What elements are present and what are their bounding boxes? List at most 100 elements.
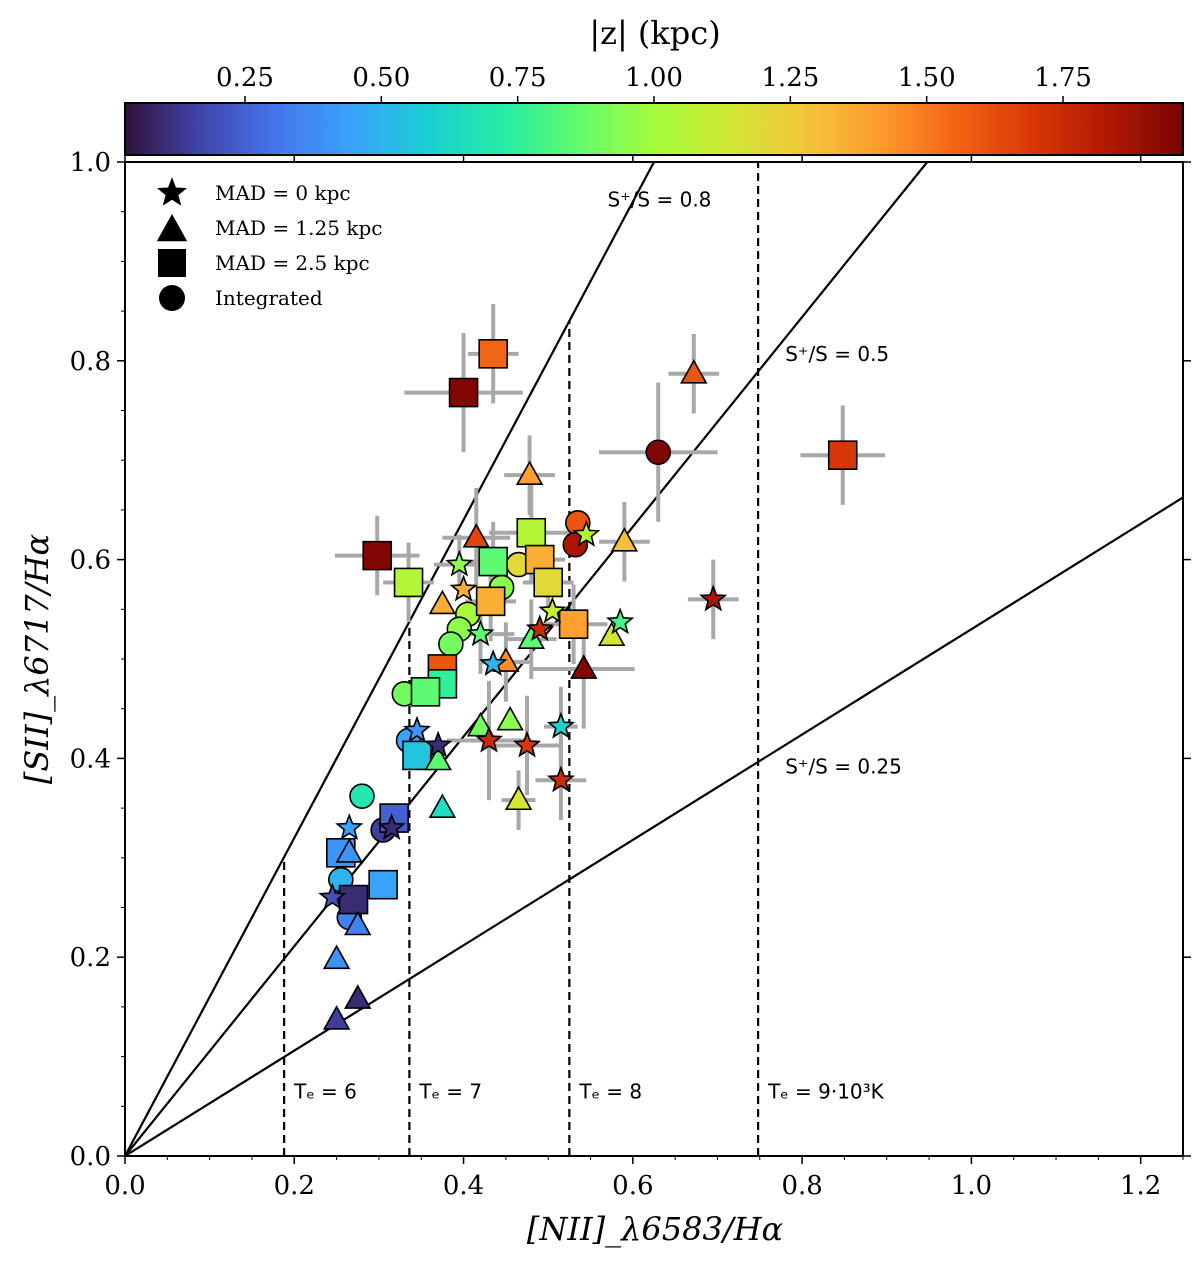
colorbar-tick-label: 0.25 xyxy=(216,63,274,93)
sulfur-ratio-label: S⁺/S = 0.8 xyxy=(607,188,711,212)
data-point-square xyxy=(362,540,393,571)
data-point-circle xyxy=(349,783,375,809)
data-point-square xyxy=(410,677,441,707)
data-point-star xyxy=(377,813,406,840)
data-point-triangle xyxy=(597,621,626,647)
data-point-triangle xyxy=(496,705,524,731)
data-point-square xyxy=(533,567,563,598)
legend-square-icon xyxy=(158,249,186,277)
colorbar-gradient xyxy=(124,102,1184,156)
data-point-square xyxy=(475,586,506,617)
data-point-triangle xyxy=(344,910,372,936)
data-point-star xyxy=(449,574,478,602)
legend-label-circle: Integrated xyxy=(215,286,323,310)
data-point-star xyxy=(512,730,542,758)
data-point-square xyxy=(558,609,589,640)
legend-label-star: MAD = 0 kpc xyxy=(215,181,351,205)
data-point-triangle xyxy=(424,745,452,771)
y-tick-label: 0.2 xyxy=(70,943,111,973)
colorbar-tick-label: 1.25 xyxy=(761,63,819,93)
colorbar-ticks: 0.25 0.50 0.75 1.00 1.25 1.50 1.75 xyxy=(216,63,1092,103)
legend: MAD = 0 kpc MAD = 1.25 kpc MAD = 2.5 kpc… xyxy=(156,177,382,311)
data-point-star xyxy=(318,882,347,910)
data-point-star xyxy=(424,730,453,758)
y-tick-label: 0.8 xyxy=(70,347,111,377)
temperature-label: Tₑ = 6 xyxy=(293,1079,357,1103)
data-point-star xyxy=(335,813,364,840)
y-tick-label: 1.0 xyxy=(70,148,111,178)
data-point-triangle xyxy=(462,523,490,548)
x-tick-label: 0.6 xyxy=(612,1171,653,1201)
data-point-square xyxy=(393,567,424,598)
x-tick-label: 0.0 xyxy=(104,1171,145,1201)
x-axis-title: [NII]_λ6583/Hα xyxy=(527,1210,783,1248)
data-point-star xyxy=(445,549,474,577)
data-point-circle xyxy=(645,439,672,466)
temperature-label: Tₑ = 9·10³K xyxy=(767,1079,885,1103)
data-point-star xyxy=(474,725,504,753)
plot-area: S⁺/S = 0.8 S⁺/S = 0.5 S⁺/S = 0.25 Tₑ = 6 Tₑ … xyxy=(70,148,1191,1201)
data-point-triangle xyxy=(335,838,364,863)
sulfur-ratio-line xyxy=(125,496,1183,1156)
data-point-star xyxy=(699,584,728,612)
data-point-triangle xyxy=(515,460,544,486)
data-point-square xyxy=(338,884,369,915)
data-point-triangle xyxy=(322,944,351,970)
colorbar-tick-label: 0.50 xyxy=(352,63,410,93)
legend-item-triangle: MAD = 1.25 kpc xyxy=(156,214,382,242)
x-tick-label: 0.4 xyxy=(443,1171,484,1201)
x-tick-label: 0.8 xyxy=(781,1171,822,1201)
axis-ticks: 0.0 0.2 0.4 0.6 0.8 1.0 1.2 0.0 0.2 0.4 0.6 0.8 1.0 xyxy=(70,148,1191,1201)
y-tick-label: 0.4 xyxy=(70,744,111,774)
colorbar: |z| (kpc) 0.25 0.50 0.75 1.00 1.25 1.50 1.75 xyxy=(124,14,1184,156)
plot-frame xyxy=(125,162,1183,1156)
temperature-lines xyxy=(283,162,760,1156)
x-tick-label: 1.0 xyxy=(951,1171,992,1201)
colorbar-tick-label: 1.75 xyxy=(1034,63,1092,93)
y-tick-label: 0.6 xyxy=(70,546,111,576)
data-point-star xyxy=(546,765,575,793)
x-tick-label: 0.2 xyxy=(274,1171,315,1201)
data-point-star xyxy=(479,649,508,676)
colorbar-tick-label: 0.75 xyxy=(489,63,547,93)
sulfur-ratio-line xyxy=(125,162,929,1156)
reference-lines xyxy=(125,162,1183,1156)
data-point-square xyxy=(478,339,508,369)
data-point-star xyxy=(606,607,635,635)
legend-item-star: MAD = 0 kpc xyxy=(157,177,351,206)
data-point-star xyxy=(402,715,432,743)
data-point-circle xyxy=(438,631,464,657)
temperature-label: Tₑ = 8 xyxy=(578,1079,642,1103)
data-point-triangle xyxy=(680,359,708,384)
temperature-label: Tₑ = 7 xyxy=(418,1079,482,1103)
data-point-star xyxy=(538,596,567,624)
legend-label-square: MAD = 2.5 kpc xyxy=(215,251,370,275)
data-point-triangle xyxy=(344,984,372,1009)
sulfur-ratio-label: S⁺/S = 0.5 xyxy=(785,342,889,366)
legend-label-triangle: MAD = 1.25 kpc xyxy=(215,216,382,240)
data-point-square xyxy=(448,377,479,408)
colorbar-label: |z| (kpc) xyxy=(589,14,720,52)
data-point-square xyxy=(827,440,858,471)
data-point-triangle xyxy=(504,785,533,811)
data-markers xyxy=(318,339,858,1030)
sulfur-ratio-line xyxy=(125,162,655,1156)
legend-circle-icon xyxy=(159,285,185,311)
legend-item-square: MAD = 2.5 kpc xyxy=(158,249,370,277)
data-point-triangle xyxy=(322,1005,351,1030)
data-point-square xyxy=(478,546,508,577)
data-point-star xyxy=(546,711,575,739)
data-point-triangle xyxy=(570,654,598,679)
x-tick-label: 1.2 xyxy=(1120,1171,1161,1201)
data-point-star xyxy=(572,519,601,547)
data-point-square xyxy=(516,517,547,548)
data-point-triangle xyxy=(517,624,545,650)
colorbar-tick-label: 1.50 xyxy=(898,63,956,93)
y-tick-label: 0.0 xyxy=(70,1142,111,1172)
sulfur-ratio-label: S⁺/S = 0.25 xyxy=(785,754,902,778)
data-point-triangle xyxy=(428,589,457,615)
data-point-triangle xyxy=(428,793,457,818)
data-point-triangle xyxy=(610,527,639,552)
